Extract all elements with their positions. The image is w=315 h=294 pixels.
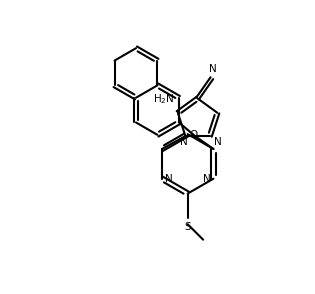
Text: N: N <box>165 174 173 184</box>
Text: O: O <box>190 131 198 141</box>
Text: S: S <box>184 222 191 232</box>
Text: H$_2$N: H$_2$N <box>153 92 175 106</box>
Text: N: N <box>180 137 187 147</box>
Text: N: N <box>203 174 210 184</box>
Text: N: N <box>209 64 217 74</box>
Text: N: N <box>214 137 221 147</box>
